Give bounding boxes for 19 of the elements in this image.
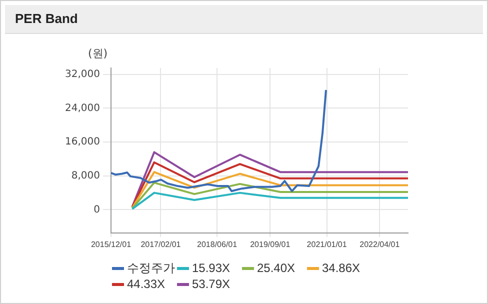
x-tick-label: 2017/02/01 — [140, 240, 182, 250]
y-tick-label: 32,000 — [65, 68, 100, 80]
x-tick-label: 2015/12/01 — [90, 240, 132, 250]
legend-label: 44.33X — [127, 277, 166, 291]
x-tick-label: 2021/01/01 — [306, 240, 348, 250]
legend-label: 수정주가 — [127, 261, 175, 275]
x-tick-label: 2022/04/01 — [360, 240, 400, 250]
y-tick-label: 0 — [94, 204, 100, 216]
y-tick-label: 16,000 — [65, 136, 100, 148]
x-tick-label: 2018/06/01 — [197, 240, 238, 250]
y-axis-title: (원) — [88, 46, 108, 61]
y-tick-label: 8,000 — [71, 170, 100, 182]
legend-label: 53.79X — [192, 277, 230, 291]
y-tick-label: 24,000 — [65, 102, 100, 114]
legend-label: 34.86X — [322, 261, 360, 275]
chart-title: PER Band — [15, 11, 78, 26]
x-tick-label: 2019/09/01 — [250, 240, 291, 250]
legend-label: 25.40X — [257, 261, 296, 275]
legend-label: 15.93X — [192, 261, 230, 275]
